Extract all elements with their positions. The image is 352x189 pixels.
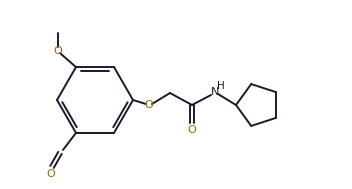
Text: O: O [145, 100, 153, 110]
Text: O: O [46, 169, 55, 179]
Text: O: O [54, 46, 62, 56]
Text: H: H [217, 81, 225, 91]
Text: N: N [211, 87, 219, 97]
Text: O: O [188, 125, 196, 135]
